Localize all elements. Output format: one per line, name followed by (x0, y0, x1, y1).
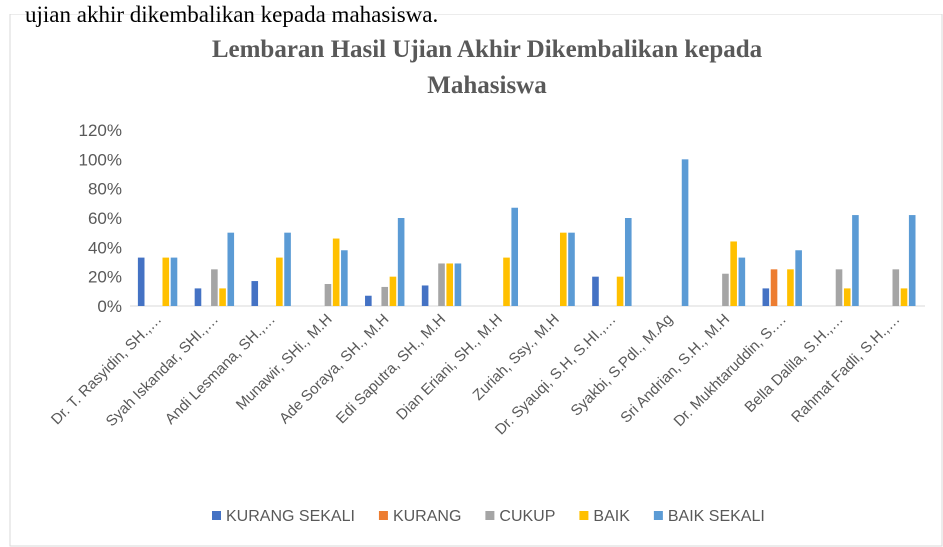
bar (616, 276, 624, 306)
bar (770, 269, 778, 306)
y-tick-label: 0% (97, 297, 122, 316)
legend-label: KURANG SEKALI (226, 508, 355, 525)
bar (892, 269, 900, 306)
bar (332, 238, 340, 306)
bar (681, 159, 689, 306)
bar (219, 288, 226, 306)
bar (251, 281, 259, 306)
bar (137, 257, 145, 306)
bar (284, 232, 291, 306)
page-text: ujian akhir dikembalikan kepada mahasisw… (25, 2, 438, 27)
bar (365, 295, 372, 306)
bar (738, 257, 746, 306)
legend-label: CUKUP (499, 508, 555, 525)
bar (852, 215, 859, 306)
text-band (0, 0, 943, 14)
bar (389, 276, 397, 306)
bar (592, 276, 599, 306)
bar (908, 215, 916, 306)
y-tick-label: 40% (88, 238, 122, 257)
bar (843, 288, 851, 306)
legend-label: BAIK SEKALI (668, 508, 765, 525)
bar (276, 257, 283, 306)
chart-title: Mahasiswa (427, 72, 547, 99)
bar (795, 250, 802, 306)
bar (446, 263, 454, 306)
y-tick-label: 60% (88, 209, 122, 228)
bar (421, 285, 429, 306)
y-tick-label: 100% (79, 150, 122, 169)
bar (559, 232, 567, 306)
bar (341, 250, 348, 306)
legend-swatch (485, 511, 495, 520)
legend-label: BAIK (593, 508, 630, 525)
bar (227, 232, 235, 306)
legend-swatch (212, 511, 221, 520)
bar (324, 284, 332, 306)
bar (835, 269, 843, 306)
bar (211, 269, 218, 306)
bar (568, 232, 575, 306)
bar (511, 207, 519, 306)
bar (162, 257, 170, 306)
bar (762, 288, 770, 306)
bar (438, 263, 445, 306)
bar (381, 286, 389, 306)
bar (900, 288, 908, 306)
legend-label: KURANG (393, 508, 461, 525)
bar (624, 218, 632, 306)
legend-swatch (653, 511, 663, 520)
bar (397, 218, 405, 306)
y-tick-label: 120% (79, 121, 122, 140)
bar (454, 263, 462, 306)
bar (194, 288, 202, 306)
bar (170, 257, 178, 306)
bar (787, 269, 794, 306)
bar (503, 257, 510, 306)
bar (722, 273, 729, 306)
legend-swatch (579, 511, 589, 520)
bar (730, 241, 737, 306)
legend-swatch (378, 511, 388, 520)
y-tick-label: 20% (88, 268, 122, 287)
y-tick-label: 80% (88, 180, 122, 199)
chart-title: Lembaran Hasil Ujian Akhir Dikembalikan … (212, 36, 763, 63)
